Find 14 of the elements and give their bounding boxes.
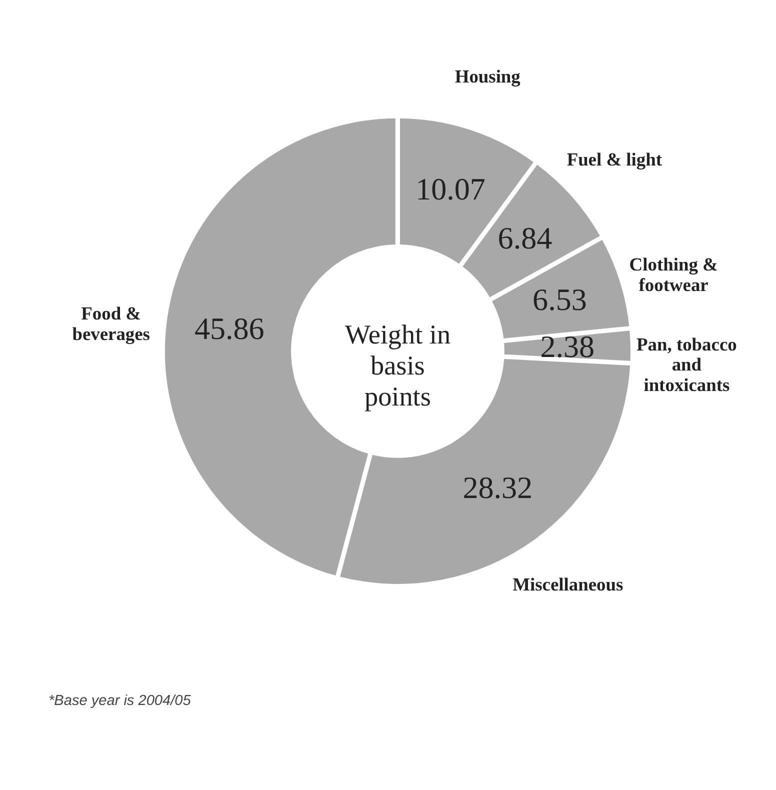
data-label: 10.07: [416, 172, 486, 207]
text: Weight in basis points: [344, 319, 451, 412]
slice-label: Food & beverages: [72, 304, 150, 345]
slice-label: Clothing & footwear: [629, 254, 718, 296]
data-label: 6.53: [532, 282, 587, 318]
text: *Base year is 2004/05: [48, 693, 192, 710]
data-label: 45.86: [194, 310, 264, 346]
data-label: 2.38: [540, 328, 595, 364]
slice-label: Housing: [454, 66, 522, 88]
slice-label: Fuel & light: [566, 150, 663, 171]
data-label: 6.84: [498, 220, 553, 256]
slice-label: Pan, tobacco and intoxicants: [636, 334, 737, 396]
data-label: 28.32: [462, 470, 533, 506]
slice-label: Miscellaneous: [512, 574, 624, 595]
